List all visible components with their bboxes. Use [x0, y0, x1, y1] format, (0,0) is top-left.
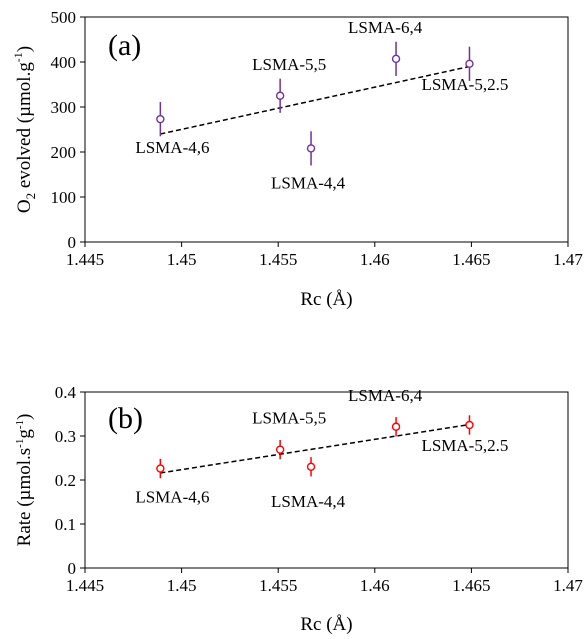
- panel-a-x-tick-label: 1.465: [452, 250, 490, 269]
- panel-b-y-axis-title: Rate (µmol.s-1g-1): [14, 414, 35, 547]
- panel-a-data-point: [156, 114, 165, 124]
- panel-b-x-axis-title: Rc (Å): [300, 614, 352, 635]
- panel-a-x-axis-title: Rc (Å): [300, 289, 352, 310]
- panel-a-x-tick-label: 1.455: [259, 250, 297, 269]
- panel-b-data-point: [306, 462, 316, 471]
- panel-a-x-tick-label: 1.46: [360, 250, 390, 269]
- panel-b-point-label: LSMA-5,2.5: [421, 436, 508, 455]
- panel-a-data-point: [465, 59, 474, 68]
- panel-a-y-tick-label: 400: [51, 53, 77, 72]
- panel-b-y-tick-label: 0: [68, 559, 77, 578]
- panel-a-point-label: LSMA-5,5: [252, 55, 326, 74]
- panel-b-x-tick-label: 1.445: [66, 576, 104, 595]
- panel-b-y-tick-label: 0.4: [55, 383, 77, 402]
- panel-a-data-point: [391, 54, 401, 64]
- panel-a-point-label: LSMA-6,4: [348, 18, 423, 37]
- panel-a-point-label: LSMA-4,6: [135, 138, 209, 157]
- panel-a-y-tick-label: 300: [51, 98, 77, 117]
- panel-a-data-point: [275, 91, 285, 100]
- panel-a-y-tick-label: 500: [51, 8, 77, 27]
- panel-a-y-tick-label: 100: [51, 188, 77, 207]
- panel-b-trendline: [160, 423, 470, 474]
- panel-b-panel-label: (b): [108, 402, 143, 435]
- panel-a-x-tick-label: 1.445: [66, 250, 104, 269]
- panel-b-data-point: [391, 422, 401, 431]
- panel-b-x-tick-label: 1.47: [553, 576, 583, 595]
- panel-a-x-tick-label: 1.45: [167, 250, 197, 269]
- panel-b-y-tick-label: 0.3: [55, 427, 76, 446]
- panel-b-point-label: LSMA-6,4: [348, 386, 423, 405]
- panel-a-y-tick-label: 0: [68, 233, 77, 252]
- panel-a-y-tick-label: 200: [51, 143, 77, 162]
- panel-b-x-tick-label: 1.46: [360, 576, 390, 595]
- panel-b-data-point: [275, 445, 285, 454]
- panel-b-x-tick-label: 1.455: [259, 576, 297, 595]
- panel-b-x-tick-label: 1.465: [452, 576, 490, 595]
- panel-b-data-point: [465, 420, 474, 430]
- panel-b-y-tick-label: 0.1: [55, 515, 76, 534]
- panel-a-trendline: [160, 65, 470, 135]
- panel-a-panel-label: (a): [108, 29, 141, 62]
- panel-b-point-label: LSMA-4,4: [271, 492, 346, 511]
- panel-b-x-tick-label: 1.45: [167, 576, 197, 595]
- panel-a-point-label: LSMA-4,4: [271, 173, 346, 192]
- panel-a-x-tick-label: 1.47: [553, 250, 583, 269]
- panel-a-data-point: [306, 144, 316, 153]
- panel-b-plot-frame: [84, 391, 569, 569]
- panel-b-point-label: LSMA-4,6: [135, 488, 209, 507]
- panel-b-y-tick-label: 0.2: [55, 471, 76, 490]
- panel-a-plot-frame: [84, 16, 569, 243]
- panel-b-data-point: [156, 464, 165, 473]
- panel-a-y-axis-title: O2 evolved (µmol.g-1): [11, 46, 38, 213]
- panel-b-point-label: LSMA-5,5: [252, 409, 326, 428]
- panel-a-point-label: LSMA-5,2.5: [421, 75, 508, 94]
